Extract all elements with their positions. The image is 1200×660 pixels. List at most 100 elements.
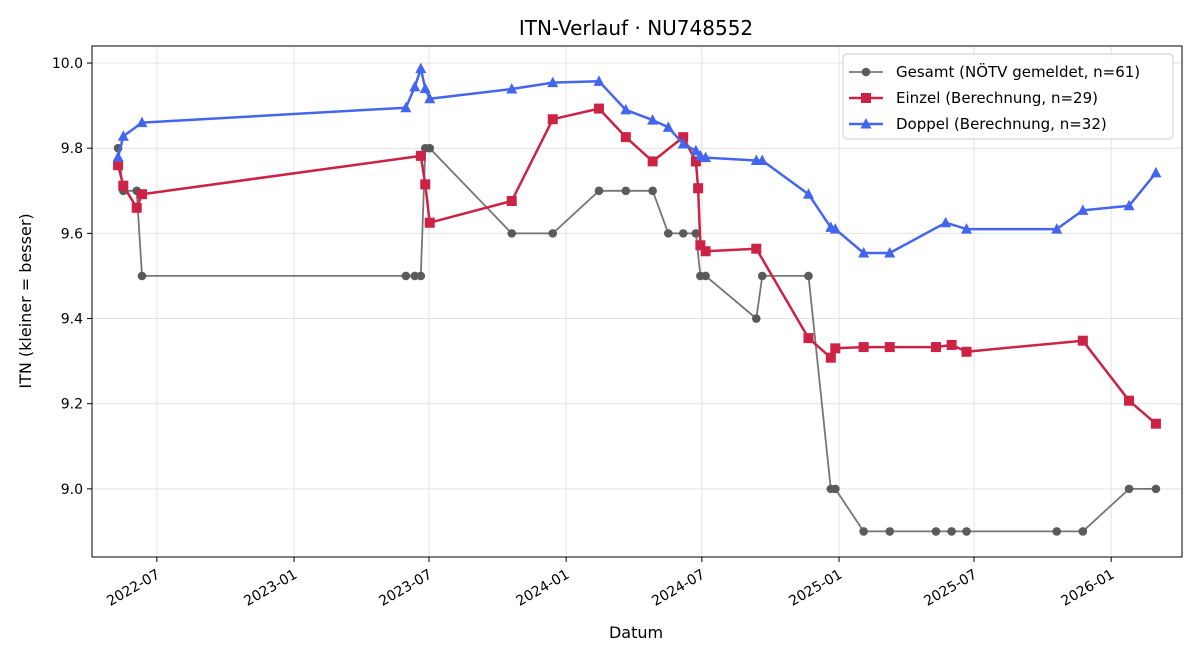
data-point	[1078, 527, 1088, 536]
data-point	[136, 189, 147, 200]
chart-title: ITN-Verlauf · NU748552	[519, 16, 753, 40]
x-tick-label: 2026-01	[1059, 567, 1118, 610]
data-point	[400, 101, 412, 113]
data-point	[884, 342, 895, 353]
series-line	[117, 147, 1156, 533]
data-point	[1123, 199, 1135, 211]
data-point	[678, 229, 688, 238]
data-point	[829, 223, 841, 234]
data-point	[1151, 484, 1161, 494]
data-point	[419, 82, 431, 94]
data-point	[648, 186, 657, 196]
series-1	[113, 143, 1161, 536]
data-point	[593, 75, 605, 86]
x-axis: 2022-07 2023-01 2023-07 2024-01 2024-07 2025-…	[104, 557, 1117, 610]
data-point	[409, 80, 421, 92]
data-point	[647, 114, 659, 125]
series-layer	[112, 62, 1162, 536]
y-tick-label: 10.0	[52, 56, 83, 72]
data-point	[802, 188, 814, 199]
data-point	[757, 271, 767, 281]
y-tick-label: 9.0	[61, 482, 83, 498]
x-tick-label: 2024-07	[649, 567, 708, 610]
series-line	[116, 107, 1157, 425]
data-point	[695, 240, 706, 251]
data-point	[401, 271, 411, 281]
data-point	[425, 143, 435, 153]
data-point	[691, 229, 701, 238]
x-tick-label: 2022-07	[104, 567, 163, 610]
data-point	[678, 132, 689, 143]
y-tick-label: 9.6	[61, 226, 83, 242]
data-point	[416, 271, 426, 281]
data-point	[420, 179, 431, 190]
data-point	[947, 527, 956, 536]
data-point	[415, 62, 427, 74]
data-point	[751, 243, 762, 254]
data-point	[693, 183, 704, 194]
data-point	[131, 202, 142, 213]
series-2	[113, 103, 1161, 429]
legend-swatch	[849, 118, 883, 129]
data-point	[507, 229, 517, 238]
data-point	[1077, 335, 1088, 346]
plot-frame	[91, 45, 1183, 558]
data-point	[620, 103, 632, 115]
x-tick-label: 2025-07	[921, 567, 980, 610]
y-tick-label: 9.4	[61, 312, 83, 328]
data-point	[859, 527, 868, 536]
legend-label: Doppel (Berechnung, n=32)	[896, 115, 1107, 133]
data-point	[547, 114, 558, 125]
x-axis-title: Datum	[609, 623, 663, 642]
x-tick-label: 2024-01	[514, 567, 573, 610]
data-point	[506, 83, 518, 94]
data-point	[113, 160, 124, 171]
legend: Gesamt (NÖTV gemeldet, n=61) Einzel (Bere…	[842, 53, 1174, 140]
data-point	[1051, 223, 1063, 234]
data-point	[118, 180, 129, 191]
data-point	[884, 246, 896, 258]
y-tick-label: 9.2	[61, 397, 83, 413]
data-point	[961, 223, 973, 234]
data-point	[621, 186, 631, 196]
legend-label: Gesamt (NÖTV gemeldet, n=61)	[896, 62, 1140, 81]
data-point	[424, 92, 436, 104]
data-point	[700, 246, 711, 257]
data-point	[136, 116, 148, 128]
data-point	[690, 156, 701, 167]
data-point	[830, 343, 841, 354]
x-tick-label: 2025-01	[786, 567, 845, 610]
data-point	[961, 346, 972, 357]
legend-swatch	[849, 67, 883, 77]
x-tick-label: 2023-01	[241, 567, 300, 610]
data-point	[594, 186, 604, 196]
data-point	[662, 121, 674, 132]
data-point	[410, 271, 420, 281]
data-point	[962, 527, 971, 536]
x-tick-label: 2023-07	[376, 567, 435, 610]
data-point	[940, 216, 952, 228]
y-axis: 9.0 9.2 9.4 9.6 9.8 10.0	[52, 56, 92, 498]
data-point	[117, 130, 129, 141]
data-point	[1150, 166, 1162, 178]
data-point	[593, 103, 604, 114]
series-3	[112, 62, 1162, 258]
data-point	[930, 342, 941, 353]
data-point	[415, 150, 426, 161]
data-point	[700, 151, 712, 163]
data-point	[804, 271, 813, 281]
legend-label: Einzel (Berechnung, n=29)	[896, 89, 1098, 107]
data-point	[664, 229, 673, 238]
data-point	[112, 151, 124, 162]
data-point	[547, 76, 559, 88]
data-point	[858, 246, 870, 258]
data-point	[1077, 204, 1089, 215]
data-point	[831, 484, 840, 494]
data-point	[506, 196, 517, 207]
data-point	[677, 137, 689, 149]
data-point	[1150, 418, 1161, 429]
legend-swatch	[849, 93, 883, 103]
y-axis-title: ITN (kleiner = besser)	[16, 213, 35, 388]
data-point	[424, 217, 435, 228]
legend-box	[842, 53, 1174, 140]
